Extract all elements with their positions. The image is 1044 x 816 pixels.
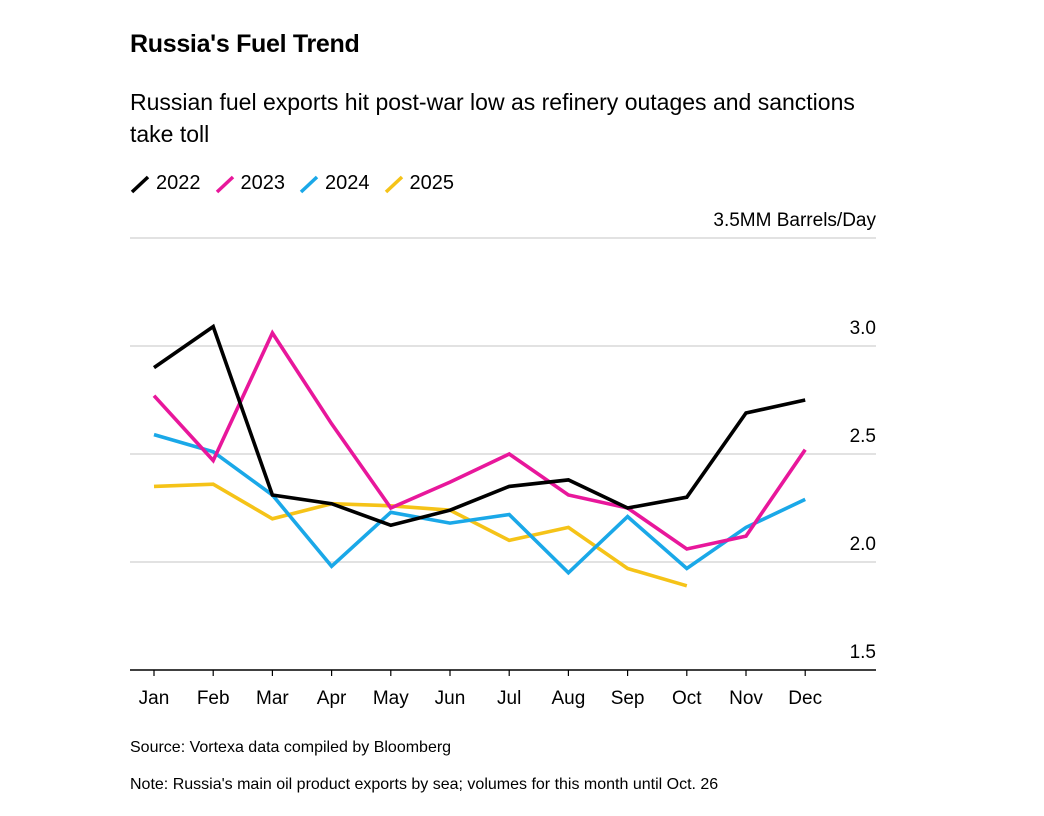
x-tick-label: Jul	[497, 688, 521, 709]
series-line-2025	[153, 482, 688, 588]
legend-swatch-2025	[384, 175, 403, 193]
y-tick-label: 1.5	[850, 642, 876, 663]
series-line-2023	[152, 329, 807, 551]
x-tick-label: Jun	[435, 688, 466, 709]
source-note: Source: Vortexa data compiled by Bloombe…	[130, 739, 452, 756]
x-tick-label: Mar	[256, 688, 289, 709]
x-tick-label: Oct	[672, 688, 702, 709]
legend-label-2025: 2025	[409, 172, 455, 194]
legend-label-2023: 2023	[240, 172, 286, 194]
series-line-2024	[153, 432, 806, 576]
chart-subtitle: Russian fuel exports hit post-war low as…	[130, 89, 855, 147]
x-tick-label: Apr	[317, 688, 347, 709]
x-tick-label: Feb	[197, 688, 230, 709]
legend-item-2022: 2022	[130, 172, 201, 195]
legend-swatch-2024	[299, 175, 319, 193]
legend-label-2022: 2022	[156, 172, 201, 194]
y-unit-label: 3.5MM Barrels/Day	[713, 210, 876, 231]
legend: 2022 2023 2024 2025	[130, 172, 468, 195]
chart-title: Russia's Fuel Trend	[130, 30, 360, 58]
legend-item-2025: 2025	[384, 172, 455, 195]
y-tick-label: 2.5	[850, 426, 876, 447]
series-line-2022	[152, 323, 806, 528]
x-tick-label: Nov	[729, 688, 763, 709]
y-tick-label: 2.0	[850, 534, 876, 555]
legend-item-2024: 2024	[299, 172, 370, 195]
x-tick-label: Dec	[788, 688, 822, 709]
y-tick-label: 3.0	[850, 318, 876, 339]
x-tick-label: Sep	[611, 688, 645, 709]
footnote: Note: Russia's main oil product exports …	[130, 776, 719, 793]
x-tick-label: Aug	[551, 688, 585, 709]
legend-swatch-2023	[215, 175, 234, 193]
x-tick-label: Jan	[139, 688, 170, 709]
legend-swatch-2022	[130, 175, 150, 193]
legend-label-2024: 2024	[325, 172, 370, 194]
x-tick-label: May	[373, 688, 409, 709]
legend-item-2023: 2023	[215, 172, 286, 195]
